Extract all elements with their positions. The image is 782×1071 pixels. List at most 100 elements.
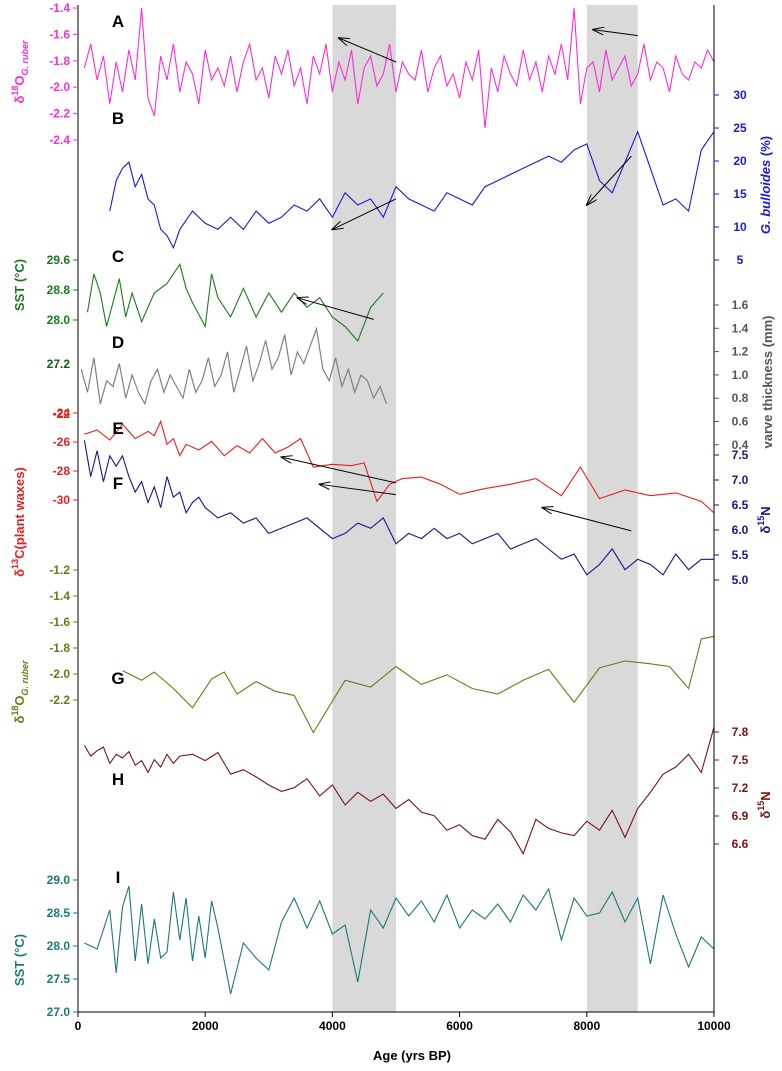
ylabel-mid: O — [12, 75, 27, 85]
ylabel-sup: 15 — [756, 516, 766, 526]
y-tick-label-B: 10 — [733, 220, 747, 234]
y-tick-label-A: -1.6 — [49, 27, 70, 41]
y-tick-label-C: 29.6 — [47, 253, 71, 267]
y-tick-label-G: -2.0 — [49, 667, 70, 681]
y-tick-label-B: 15 — [733, 187, 747, 201]
series-line-C — [86, 262, 384, 342]
y-axis-title-A: δ18OG. ruber — [10, 40, 30, 104]
series-line-I — [84, 885, 715, 995]
series-line-H — [83, 727, 715, 855]
y-tick-label-F: 6.5 — [732, 498, 749, 512]
x-tick-label: 2000 — [192, 1019, 219, 1033]
x-tick-label: 0 — [75, 1019, 82, 1033]
arrow-B-1 — [332, 198, 397, 230]
panel-label-F: F — [113, 474, 123, 493]
x-tick-label: 8000 — [573, 1019, 600, 1033]
x-tick-label: 10000 — [697, 1019, 731, 1033]
panel-label-H: H — [112, 770, 124, 789]
y-tick-label-I: 28.5 — [47, 906, 71, 920]
y-tick-label-F: 5.0 — [732, 573, 749, 587]
ylabel-sub: G. ruber — [20, 660, 30, 696]
y-tick-label-D-right: 1.2 — [732, 345, 749, 359]
y-tick-label-A: -2.0 — [49, 80, 70, 94]
ylabel-main: G. bulloides — [758, 160, 773, 234]
y-tick-label-D-left: 27.2 — [47, 357, 71, 371]
y-tick-label-G: -1.8 — [49, 641, 70, 655]
y-tick-label-F: 5.5 — [732, 548, 749, 562]
y-tick-label-D-right: 1.4 — [732, 321, 749, 335]
y-axis-title-F: δ15N — [756, 506, 773, 533]
y-tick-label-A: -1.8 — [49, 54, 70, 68]
y-tick-label-G: -2.2 — [49, 693, 70, 707]
panel-label-C: C — [112, 247, 124, 266]
ylabel-mid: O — [12, 695, 27, 705]
arrow-B-2 — [587, 155, 632, 205]
y-tick-label-H: 7.5 — [732, 753, 749, 767]
y-tick-label-G: -1.2 — [49, 563, 70, 577]
series-line-F — [83, 440, 714, 576]
y-axis-title-C: SST (°C) — [12, 259, 27, 311]
x-tick-label: 6000 — [446, 1019, 473, 1033]
ylabel-sup: 18 — [10, 706, 20, 716]
y-tick-label-E: -24 — [53, 406, 71, 420]
panel-label-A: A — [112, 12, 124, 31]
y-tick-label-A: -1.4 — [49, 1, 70, 15]
y-tick-label-F: 6.0 — [732, 523, 749, 537]
series-line-E — [84, 419, 715, 514]
y-axis-title-E: δ13C(plant waxes) — [10, 467, 27, 577]
shaded-interval-1 — [332, 5, 396, 1012]
y-tick-label-H: 6.9 — [732, 809, 749, 823]
y-tick-label-F: 7.0 — [732, 473, 749, 487]
x-tick-label: 4000 — [319, 1019, 346, 1033]
series-layer — [80, 7, 715, 995]
arrow-F-1 — [320, 484, 397, 496]
y-tick-label-D-right: 1.6 — [732, 298, 749, 312]
ylabel-main: δ — [758, 526, 773, 534]
y-tick-label-B: 30 — [733, 88, 747, 102]
y-tick-label-I: 28.0 — [47, 939, 71, 953]
y-tick-label-D-right: 0.4 — [732, 438, 749, 452]
y-tick-label-H: 6.6 — [732, 837, 749, 851]
y-tick-label-D-left: -22 — [53, 407, 71, 421]
y-axis-title-I: SST (°C) — [12, 934, 27, 986]
y-tick-label-D-right: 0.6 — [732, 415, 749, 429]
y-tick-label-B: 25 — [733, 121, 747, 135]
y-axis-title-H: δ15N — [756, 791, 773, 818]
y-tick-label-I: 27.0 — [47, 1005, 71, 1019]
y-axis-title-B: G. bulloides (%) — [758, 136, 773, 234]
y-tick-label-B: 20 — [733, 154, 747, 168]
y-tick-label-C: 28.8 — [47, 283, 71, 297]
y-tick-label-I: 27.5 — [47, 972, 71, 986]
arrows — [282, 30, 638, 532]
ylabel-main: δ — [12, 96, 27, 104]
shaded-interval-2 — [586, 5, 638, 1012]
arrow-E-1 — [282, 457, 397, 484]
y-tick-label-C: 28.0 — [47, 313, 71, 327]
ylabel-mid: N — [758, 791, 773, 800]
y-tick-label-H: 7.2 — [732, 781, 749, 795]
ylabel-main: δ — [12, 569, 27, 577]
series-line-A — [83, 7, 715, 129]
ylabel-mid: N — [758, 506, 773, 515]
y-tick-label-H: 7.8 — [732, 725, 749, 739]
y-tick-label-G: -1.4 — [49, 589, 70, 603]
panel-label-I: I — [116, 868, 121, 887]
panel-label-D: D — [112, 333, 124, 352]
shaded-intervals — [332, 5, 638, 1012]
y-tick-label-D-right: 0.8 — [732, 391, 749, 405]
y-tick-label-E: -30 — [53, 493, 71, 507]
ylabel-sup: 13 — [10, 559, 20, 569]
y-tick-label-E: -28 — [53, 464, 71, 478]
y-axis-title-G: δ18OG. ruber — [10, 660, 30, 724]
arrow-A-1 — [339, 38, 397, 63]
y-tick-label-F: 7.5 — [732, 448, 749, 462]
ylabel-sup: 18 — [10, 86, 20, 96]
series-line-G — [122, 635, 715, 734]
y-tick-label-G: -1.6 — [49, 615, 70, 629]
axes: 0 2000 4000 6000 8000 10000 -1.4 -1.6 -1.8 -2.0 -2… — [10, 1, 775, 1033]
y-tick-label-B: 5 — [737, 253, 744, 267]
panel-label-E: E — [112, 419, 123, 438]
arrow-F-2 — [542, 508, 632, 532]
x-axis-title: Age (yrs BP) — [373, 1048, 451, 1063]
